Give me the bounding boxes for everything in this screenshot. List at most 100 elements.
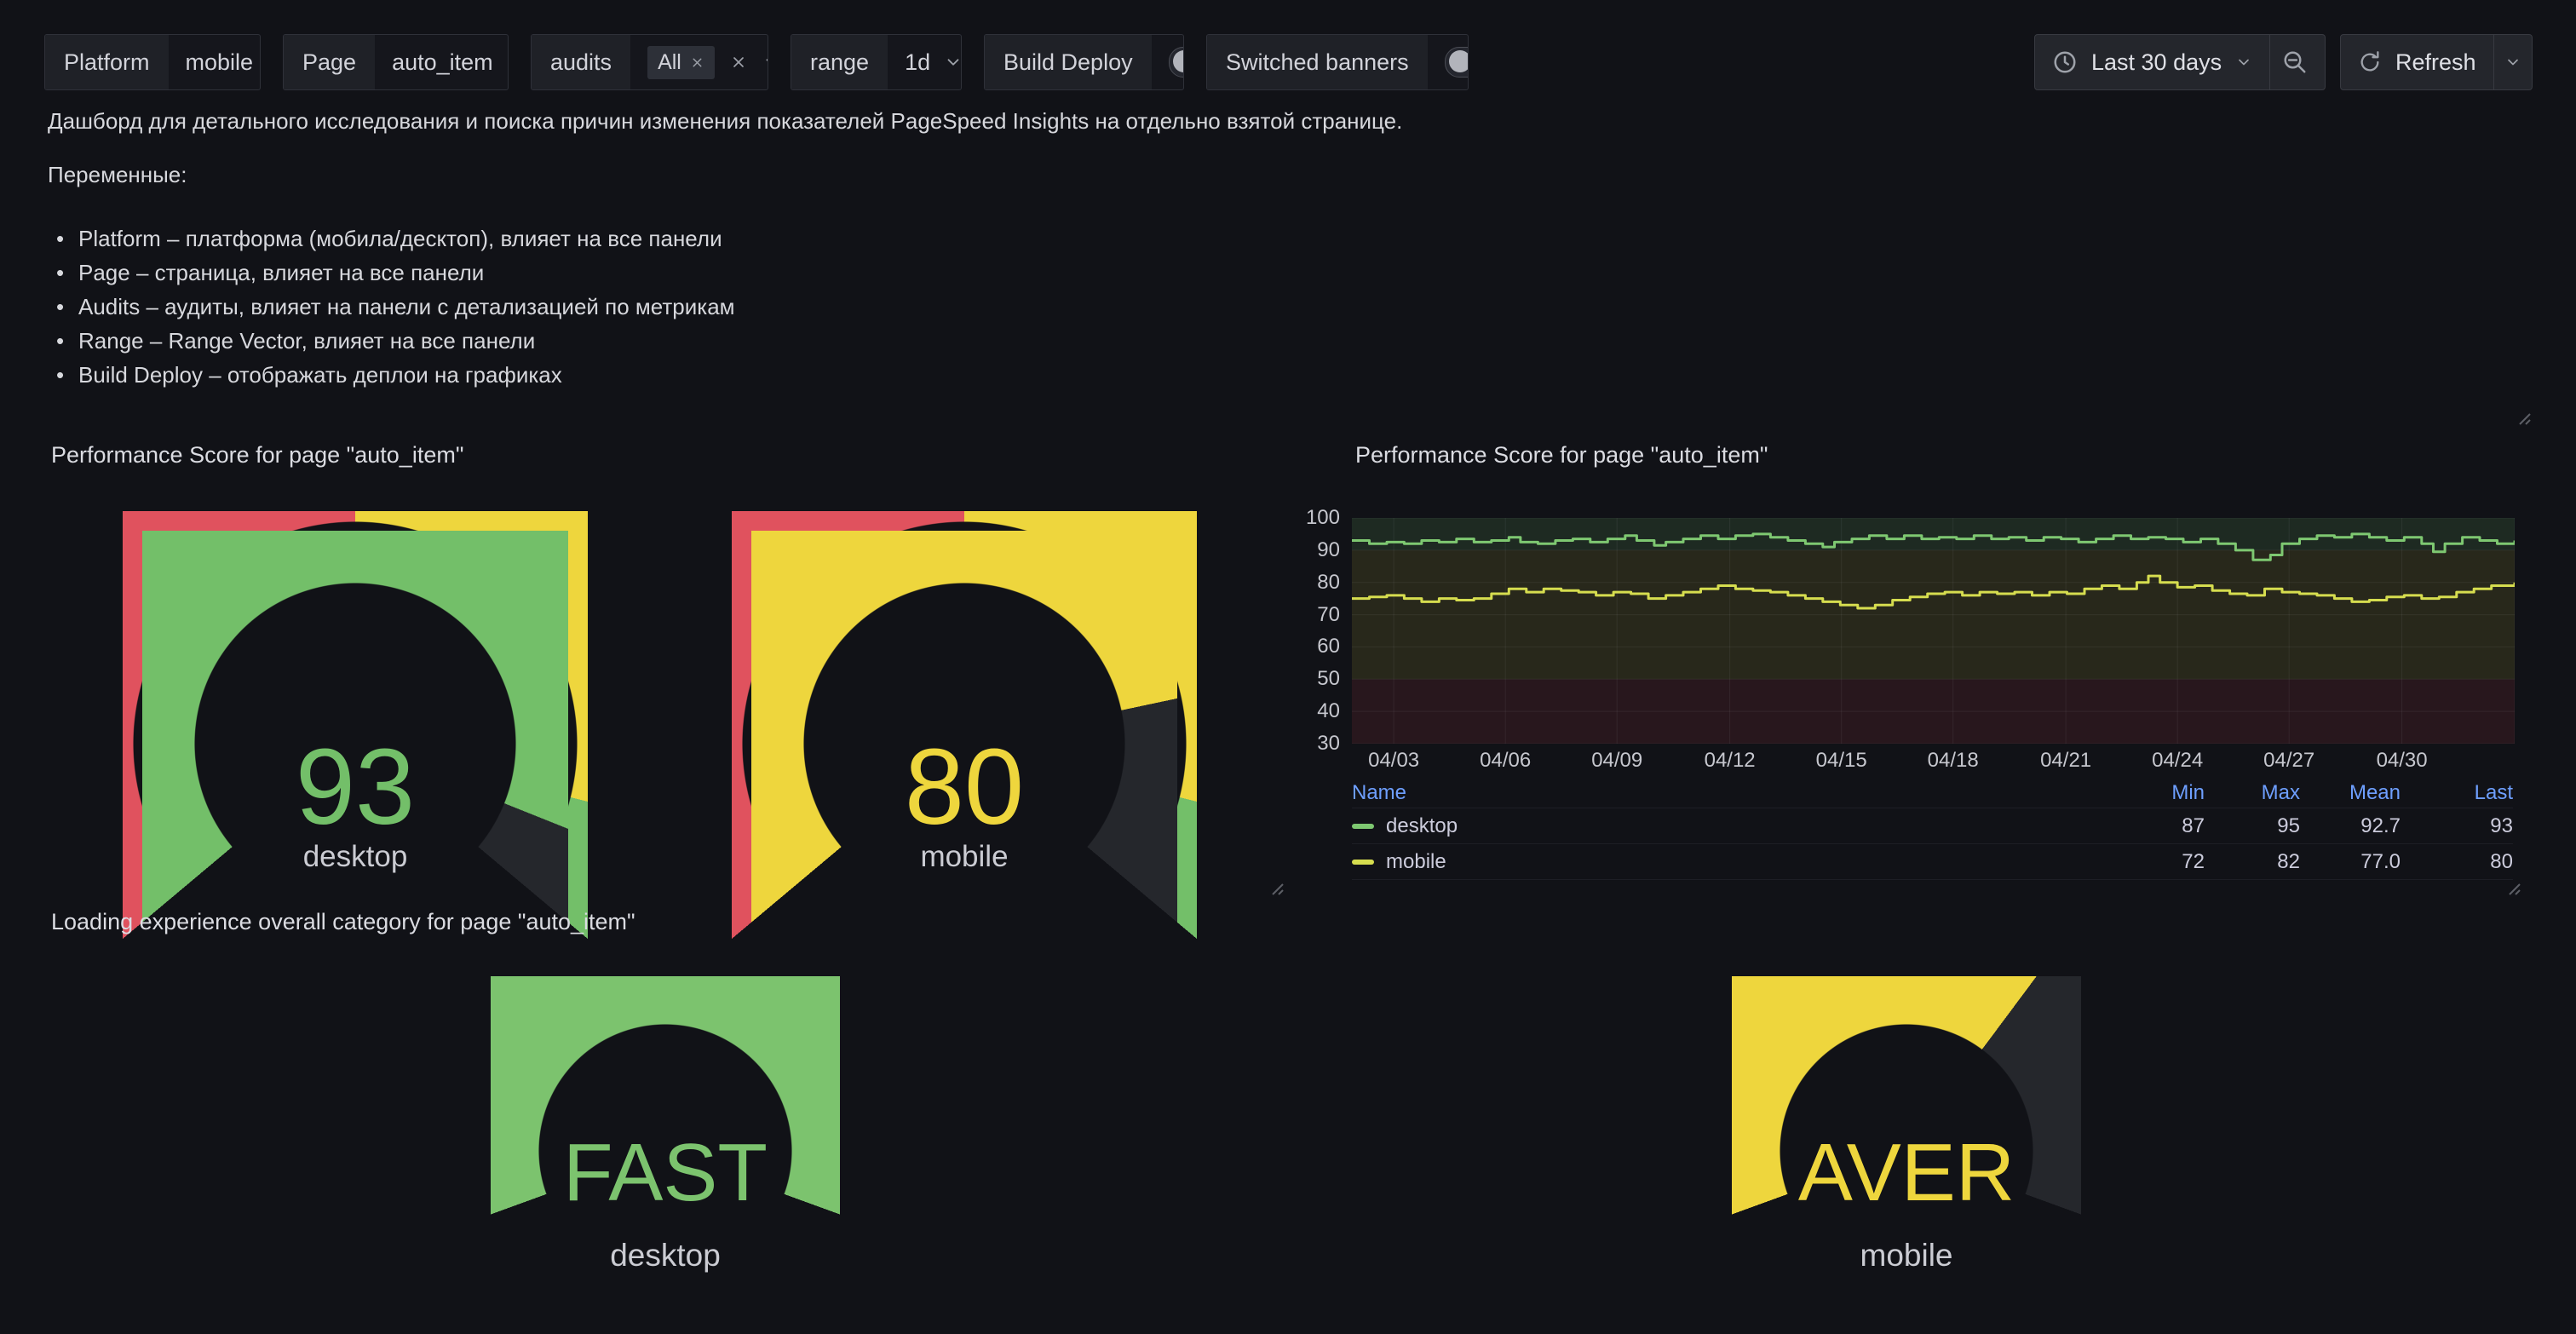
variable-range-label: range (791, 35, 888, 89)
variable-platform-value: mobile (185, 49, 254, 75)
gauge-performance-mobile: 80 mobile (732, 511, 1197, 976)
variable-page-value-dropdown[interactable]: auto_item (375, 35, 508, 89)
gauge-loading-mobile: AVER mobile (1732, 976, 2081, 1325)
legend-row-desktop: desktop 87 95 92.7 93 (1352, 808, 2513, 844)
panel-title-performance-gauges: Performance Score for page "auto_item" (51, 442, 464, 468)
refresh-interval-dropdown[interactable] (2494, 35, 2532, 89)
chevron-down-icon[interactable] (944, 53, 961, 72)
legend-header-last[interactable]: Last (2474, 781, 2513, 804)
threshold-band (1352, 549, 2515, 680)
y-axis-tick: 50 (1317, 667, 1340, 691)
timeseries-plot[interactable] (1352, 518, 2515, 744)
variable-switched-banners-toggle-area (1428, 35, 1468, 89)
x-axis-tick: 04/21 (2040, 749, 2092, 772)
y-axis-tick: 70 (1317, 602, 1340, 626)
y-axis-tick: 60 (1317, 635, 1340, 658)
legend-header-mean[interactable]: Mean (2349, 781, 2401, 804)
variable-platform-value-dropdown[interactable]: mobile (169, 35, 260, 89)
legend-series-name[interactable]: mobile (1386, 849, 1446, 873)
dashboard-description: Дашборд для детального исследования и по… (48, 108, 1403, 134)
panel-title-performance-chart: Performance Score for page "auto_item" (1355, 442, 1768, 468)
panel-resize-handle[interactable] (1266, 877, 1285, 896)
gauge-loading-desktop: FAST desktop (491, 976, 840, 1325)
chevron-down-icon (2504, 54, 2521, 71)
time-range-label: Last 30 days (2091, 49, 2222, 75)
gauge-label: desktop (610, 1238, 721, 1273)
variable-range-value-dropdown[interactable]: 1d (888, 35, 961, 89)
gauge-value: FAST (562, 1127, 768, 1218)
variable-build-deploy-label: Build Deploy (985, 35, 1152, 89)
chip-remove-icon[interactable] (690, 55, 704, 70)
series-line-mobile (1352, 574, 2515, 610)
legend-header-max[interactable]: Max (2261, 781, 2300, 804)
chevron-down-icon[interactable] (507, 53, 508, 72)
variable-audits: audits All (531, 34, 768, 90)
legend-header-name[interactable]: Name (1352, 781, 1407, 804)
gauge-value: 80 (904, 727, 1025, 847)
gauge-label: mobile (920, 840, 1009, 873)
gauge-performance-desktop: 93 desktop (123, 511, 588, 976)
build-deploy-toggle[interactable] (1168, 47, 1183, 78)
divider (2269, 35, 2271, 89)
legend-value-max: 82 (2277, 849, 2300, 873)
toggle-knob (1448, 50, 1468, 72)
variable-platform-label: Platform (45, 35, 169, 89)
legend-value-min: 72 (2182, 849, 2205, 873)
variable-audits-value-dropdown[interactable]: All (630, 35, 768, 89)
legend-value-max: 95 (2277, 814, 2300, 837)
gauge-value-arc (142, 531, 568, 957)
refresh-button[interactable]: Refresh (2341, 35, 2493, 89)
x-axis-tick: 04/27 (2263, 749, 2315, 772)
x-axis-tick: 04/30 (2376, 749, 2428, 772)
legend-value-min: 87 (2182, 814, 2205, 837)
clear-selection-icon[interactable] (730, 54, 747, 71)
variable-platform: Platform mobile (44, 34, 261, 90)
legend-table: Name Min Max Mean Last desktop 87 95 92.7 93 mobil… (1352, 779, 2513, 880)
gauge-value-arc (491, 976, 840, 1325)
variable-range-value: 1d (905, 49, 931, 75)
panel-resize-handle[interactable] (2503, 877, 2521, 896)
gauge-value: 93 (295, 727, 416, 847)
divider (2493, 35, 2494, 89)
x-axis-tick: 04/09 (1591, 749, 1643, 772)
legend-series-name[interactable]: desktop (1386, 814, 1458, 837)
x-axis-tick: 04/18 (1927, 749, 1979, 772)
legend-value-last: 93 (2490, 814, 2513, 837)
gauge-value: AVER (1797, 1127, 2015, 1218)
clock-icon (2052, 49, 2078, 75)
legend-value-mean: 77.0 (2360, 849, 2401, 873)
time-picker-group: Last 30 days (2034, 34, 2326, 90)
variables-list: Platform – платформа (мобила/десктоп), в… (48, 221, 735, 392)
variable-switched-banners: Switched banners (1206, 34, 1469, 90)
y-axis-tick: 40 (1317, 699, 1340, 723)
panel-title-loading-experience: Loading experience overall category for … (51, 909, 635, 934)
refresh-label: Refresh (2395, 49, 2476, 75)
panel-resize-handle[interactable] (2513, 407, 2532, 426)
series-color-swatch (1352, 859, 1374, 865)
x-axis-tick: 04/06 (1480, 749, 1532, 772)
zoom-out-button[interactable] (2270, 35, 2320, 89)
legend-header: Name Min Max Mean Last (1352, 779, 2513, 808)
gauge-value-arc (1732, 976, 2081, 1325)
variable-page: Page auto_item (283, 34, 509, 90)
list-item: Range – Range Vector, влияет на все пане… (56, 324, 735, 358)
gauge-value-arc (751, 531, 1177, 957)
x-axis-tick: 04/15 (1815, 749, 1867, 772)
toggle-knob (1172, 50, 1183, 72)
legend-header-min[interactable]: Min (2171, 781, 2205, 804)
refresh-group: Refresh (2340, 34, 2533, 90)
variables-heading: Переменные: (48, 162, 187, 187)
chevron-down-icon[interactable] (762, 53, 768, 72)
variable-switched-banners-label: Switched banners (1207, 35, 1428, 89)
zoom-out-icon (2282, 49, 2308, 75)
time-range-button[interactable]: Last 30 days (2035, 35, 2269, 89)
audits-chip-label: All (658, 49, 681, 74)
list-item: Page – страница, влияет на все панели (56, 256, 735, 290)
audits-chip-all[interactable]: All (647, 45, 715, 79)
y-axis-tick: 90 (1317, 538, 1340, 561)
list-item: Build Deploy – отображать деплои на граф… (56, 358, 735, 392)
switched-banners-toggle[interactable] (1444, 47, 1468, 78)
chevron-down-icon (2235, 54, 2252, 71)
legend-value-mean: 92.7 (2360, 814, 2401, 837)
